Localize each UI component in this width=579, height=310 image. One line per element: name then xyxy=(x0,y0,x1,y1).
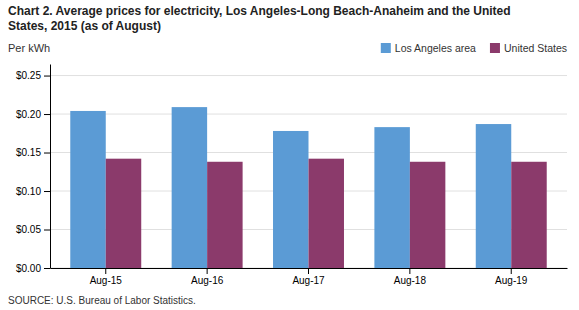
y-tick-label: $0.00 xyxy=(16,263,41,274)
bar xyxy=(106,159,141,268)
y-tick: $0.20 xyxy=(16,109,50,120)
y-tick-mark xyxy=(44,191,50,192)
grid-line xyxy=(50,114,567,115)
bar-series xyxy=(70,107,511,268)
x-axis: Aug-15 Aug-16 Aug-17 Aug-18 Aug-19 xyxy=(51,268,568,286)
legend: Los Angeles area United States xyxy=(381,42,567,54)
y-axis-label: Per kWh xyxy=(8,42,50,54)
x-tick-label: Aug-17 xyxy=(292,275,325,286)
bar xyxy=(374,127,409,268)
y-tick-label: $0.25 xyxy=(16,70,41,81)
y-tick-mark xyxy=(44,153,50,154)
y-tick: $0.25 xyxy=(16,70,50,81)
y-tick-mark xyxy=(44,114,50,115)
y-axis-line xyxy=(50,65,51,269)
bar xyxy=(273,131,308,268)
bar xyxy=(511,162,546,268)
x-tick: Aug-18 xyxy=(394,268,427,286)
bars xyxy=(70,107,546,268)
bar xyxy=(309,159,344,268)
y-tick-mark xyxy=(44,76,50,77)
y-tick-label: $0.20 xyxy=(16,109,41,120)
bar-series xyxy=(106,159,547,268)
x-tick-mark xyxy=(511,268,512,274)
page: {"chart_data": {"type": "bar", "title": … xyxy=(0,0,579,310)
chart-container: Chart 2. Average prices for electricity,… xyxy=(0,0,579,310)
title: Chart 2. Average prices for electricity,… xyxy=(8,4,511,18)
x-tick-mark xyxy=(308,268,309,274)
x-tick-label: Aug-16 xyxy=(191,275,224,286)
x-tick: Aug-17 xyxy=(292,268,325,286)
x-tick: Aug-19 xyxy=(495,268,528,286)
source: SOURCE: U.S. Bureau of Labor Statistics. xyxy=(8,295,196,306)
legend-item: Los Angeles area xyxy=(381,42,476,54)
x-tick: Aug-15 xyxy=(90,268,123,286)
x-tick-mark xyxy=(409,268,410,274)
bar xyxy=(207,162,242,268)
y-tick: $0.00 xyxy=(16,263,50,274)
subtitle: States, 2015 (as of August) xyxy=(8,19,161,33)
bar xyxy=(70,111,105,268)
y-tick-label: $0.10 xyxy=(16,186,41,197)
y-tick-label: $0.05 xyxy=(16,224,41,235)
bar xyxy=(172,107,207,268)
y-tick-label: $0.15 xyxy=(16,147,41,158)
x-tick: Aug-16 xyxy=(191,268,224,286)
legend-swatch xyxy=(490,43,500,53)
legend-label: Los Angeles area xyxy=(395,42,476,54)
legend-item: United States xyxy=(490,42,567,54)
x-tick-mark xyxy=(207,268,208,274)
legend-swatch xyxy=(381,43,391,53)
x-tick-label: Aug-19 xyxy=(495,275,528,286)
y-tick: $0.10 xyxy=(16,186,50,197)
grid xyxy=(50,76,567,268)
y-axis: $0.00 $0.05 $0.10 $0.15 $0.20 $0.25 xyxy=(16,65,51,274)
y-tick: $0.15 xyxy=(16,147,50,158)
x-tick-mark xyxy=(105,268,106,274)
grid-line xyxy=(50,75,567,76)
y-tick-mark xyxy=(44,268,50,269)
chart-svg: Chart 2. Average prices for electricity,… xyxy=(0,0,579,310)
y-tick-mark xyxy=(44,230,50,231)
legend-label: United States xyxy=(504,42,567,54)
x-tick-label: Aug-15 xyxy=(90,275,123,286)
bar xyxy=(410,162,445,268)
x-tick-label: Aug-18 xyxy=(394,275,427,286)
bar xyxy=(476,124,511,268)
y-tick: $0.05 xyxy=(16,224,50,235)
